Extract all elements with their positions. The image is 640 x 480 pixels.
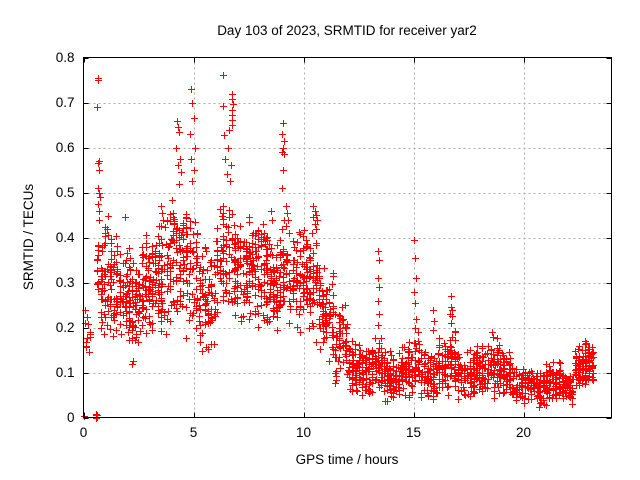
- y-tick-labels: 0 0.1 0.2 0.3 0.4 0.5 0.6 0.7 0.8: [56, 50, 75, 425]
- x-tick-label: 0: [80, 425, 88, 440]
- y-tick-label: 0.2: [56, 320, 75, 335]
- x-tick-label: 10: [296, 425, 311, 440]
- x-tick-labels: 0 5 10 15 20: [80, 425, 531, 440]
- y-tick-label: 0.3: [56, 275, 75, 290]
- y-tick-label: 0.8: [56, 50, 75, 65]
- y-axis-label: SRMTID / TECUs: [21, 184, 36, 291]
- y-tick-label: 0: [67, 410, 75, 425]
- chart-title: Day 103 of 2023, SRMTID for receiver yar…: [217, 23, 477, 38]
- y-tick-label: 0.7: [56, 95, 75, 110]
- y-tick-label: 0.4: [56, 230, 75, 245]
- y-tick-label: 0.6: [56, 140, 75, 155]
- x-tick-label: 5: [190, 425, 198, 440]
- y-tick-label: 0.1: [56, 365, 75, 380]
- y-tick-label: 0.5: [56, 185, 75, 200]
- data-points: [81, 72, 597, 422]
- axis-ticks: [83, 57, 612, 419]
- plot-border: [83, 57, 612, 418]
- x-tick-label: 20: [516, 425, 531, 440]
- x-axis-label: GPS time / hours: [296, 452, 399, 467]
- x-tick-label: 15: [406, 425, 421, 440]
